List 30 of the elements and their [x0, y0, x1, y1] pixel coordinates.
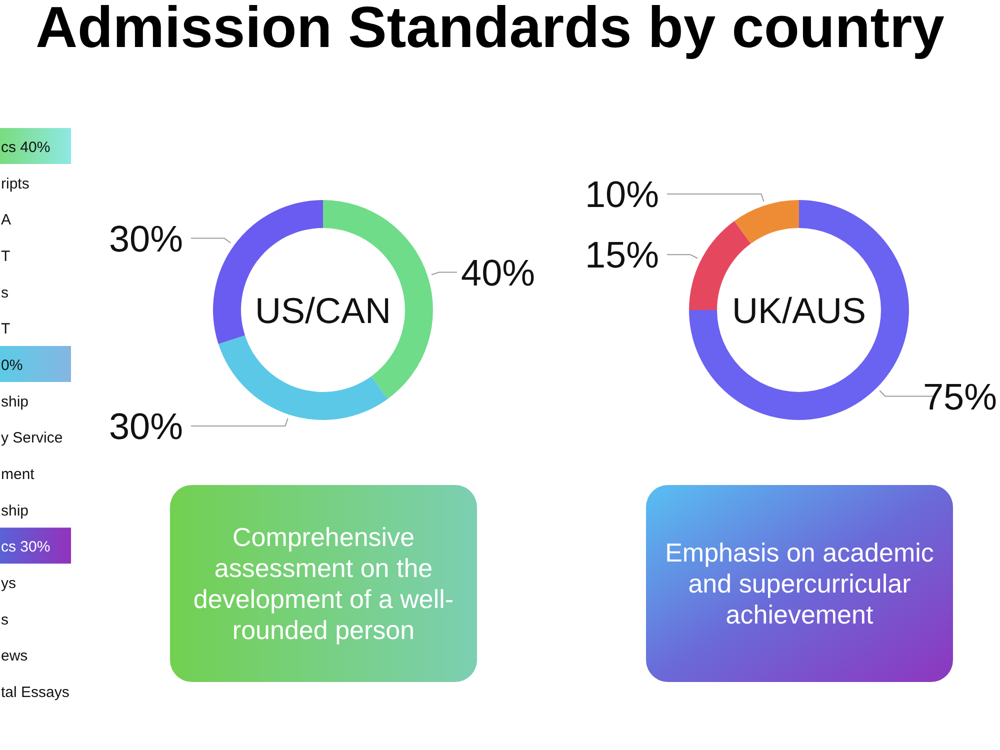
data-label: 30%: [108, 218, 183, 260]
data-label: 30%: [108, 406, 183, 448]
text: Comprehensive assessment on the development of a well-rounded person: [193, 522, 454, 645]
text: ripts: [1, 175, 30, 192]
donut-slice: [734, 200, 799, 244]
donut-slice: [218, 335, 388, 420]
text: ment: [1, 466, 36, 483]
text: 0%: [1, 356, 23, 374]
text: ship: [1, 393, 29, 410]
text: tal Essays: [1, 684, 70, 701]
text: T: [1, 320, 10, 338]
text: cs 30%: [1, 538, 50, 556]
text: T: [1, 248, 10, 265]
text: cs 40%: [1, 139, 50, 156]
data-label: 75%: [922, 376, 997, 418]
data-label: 10%: [584, 174, 659, 215]
data-label: 15%: [584, 234, 659, 276]
donut-slice: [689, 200, 909, 420]
text: ews: [1, 648, 28, 665]
text: s: [1, 284, 8, 302]
text: Emphasis on academic and supercurricular achievement: [665, 538, 934, 630]
text: ship: [1, 502, 29, 520]
text: UK/AUS: [732, 290, 866, 331]
text: ys: [1, 574, 16, 592]
data-label: 40%: [461, 252, 536, 294]
text: y Service: [1, 430, 63, 447]
text: s: [1, 611, 8, 628]
text: US/CAN: [254, 290, 392, 331]
text: Admission Standards by country: [36, 0, 944, 60]
text: A: [1, 212, 12, 229]
